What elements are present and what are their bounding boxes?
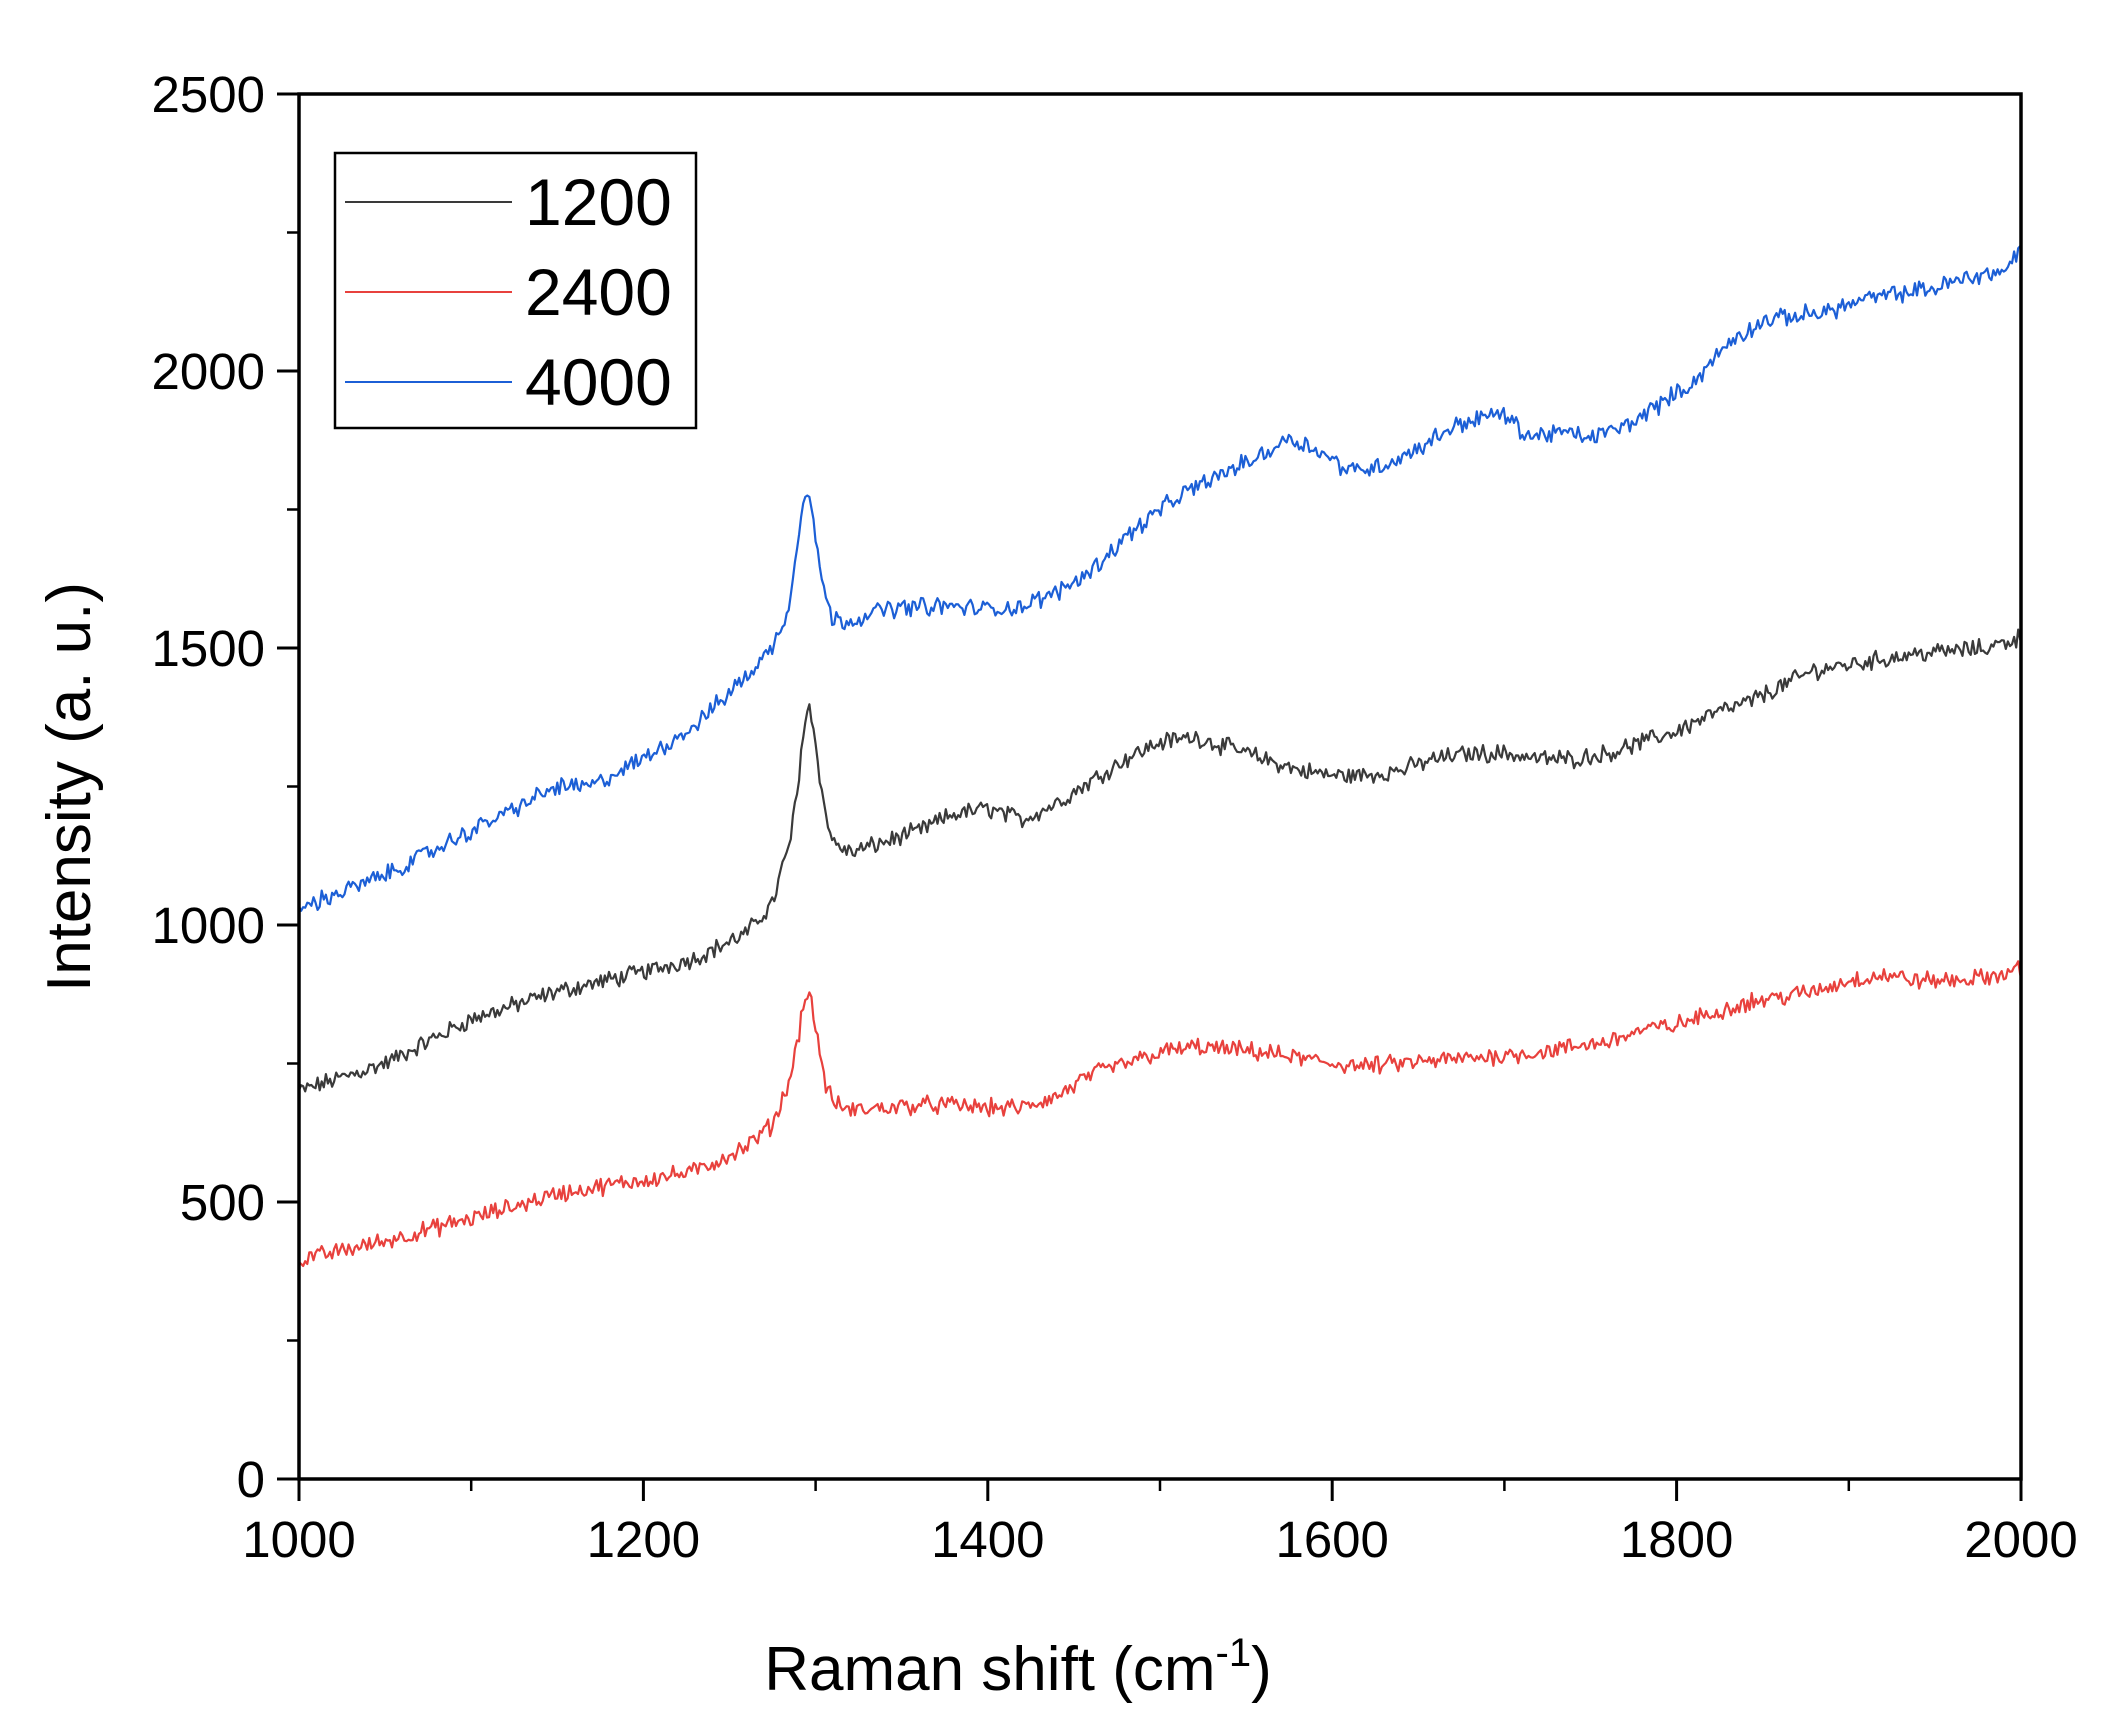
x-tick-label: 1400: [931, 1511, 1044, 1568]
y-tick-label: 1500: [152, 620, 265, 677]
x-axis-title-superscript: -1: [1216, 1631, 1252, 1675]
legend: 1200 2400 4000: [333, 151, 698, 430]
y-tick-label: 2500: [152, 66, 265, 123]
x-tick-label: 2000: [1964, 1511, 2077, 1568]
x-tick-label: 1200: [587, 1511, 700, 1568]
legend-label-1200: 1200: [525, 165, 672, 239]
legend-label-2400: 2400: [525, 255, 672, 329]
y-tick-label: 2000: [152, 343, 265, 400]
x-axis-title: Raman shift (cm-1): [764, 1631, 1272, 1704]
series-layer: [297, 245, 2022, 1268]
series-line-4000: [298, 245, 2022, 912]
series-line-1200: [297, 628, 2022, 1093]
y-tick-label: 1000: [152, 897, 265, 954]
y-tick-label: 500: [180, 1174, 265, 1231]
x-axis-title-main: Raman shift (cm: [764, 1635, 1215, 1704]
x-tick-label: 1000: [242, 1511, 355, 1568]
y-axis-title: Intensity (a. u.): [35, 582, 104, 992]
series-line-2400: [298, 960, 2022, 1268]
x-tick-label: 1800: [1620, 1511, 1733, 1568]
tick-layer: 1000 1200 1400 1600 1800 2000 0 500 1000 1500 2000…: [152, 66, 2078, 1568]
x-tick-label: 1600: [1275, 1511, 1388, 1568]
legend-label-4000: 4000: [525, 345, 672, 419]
x-axis-title-closing: ): [1251, 1635, 1272, 1704]
y-tick-label: 0: [237, 1451, 265, 1508]
